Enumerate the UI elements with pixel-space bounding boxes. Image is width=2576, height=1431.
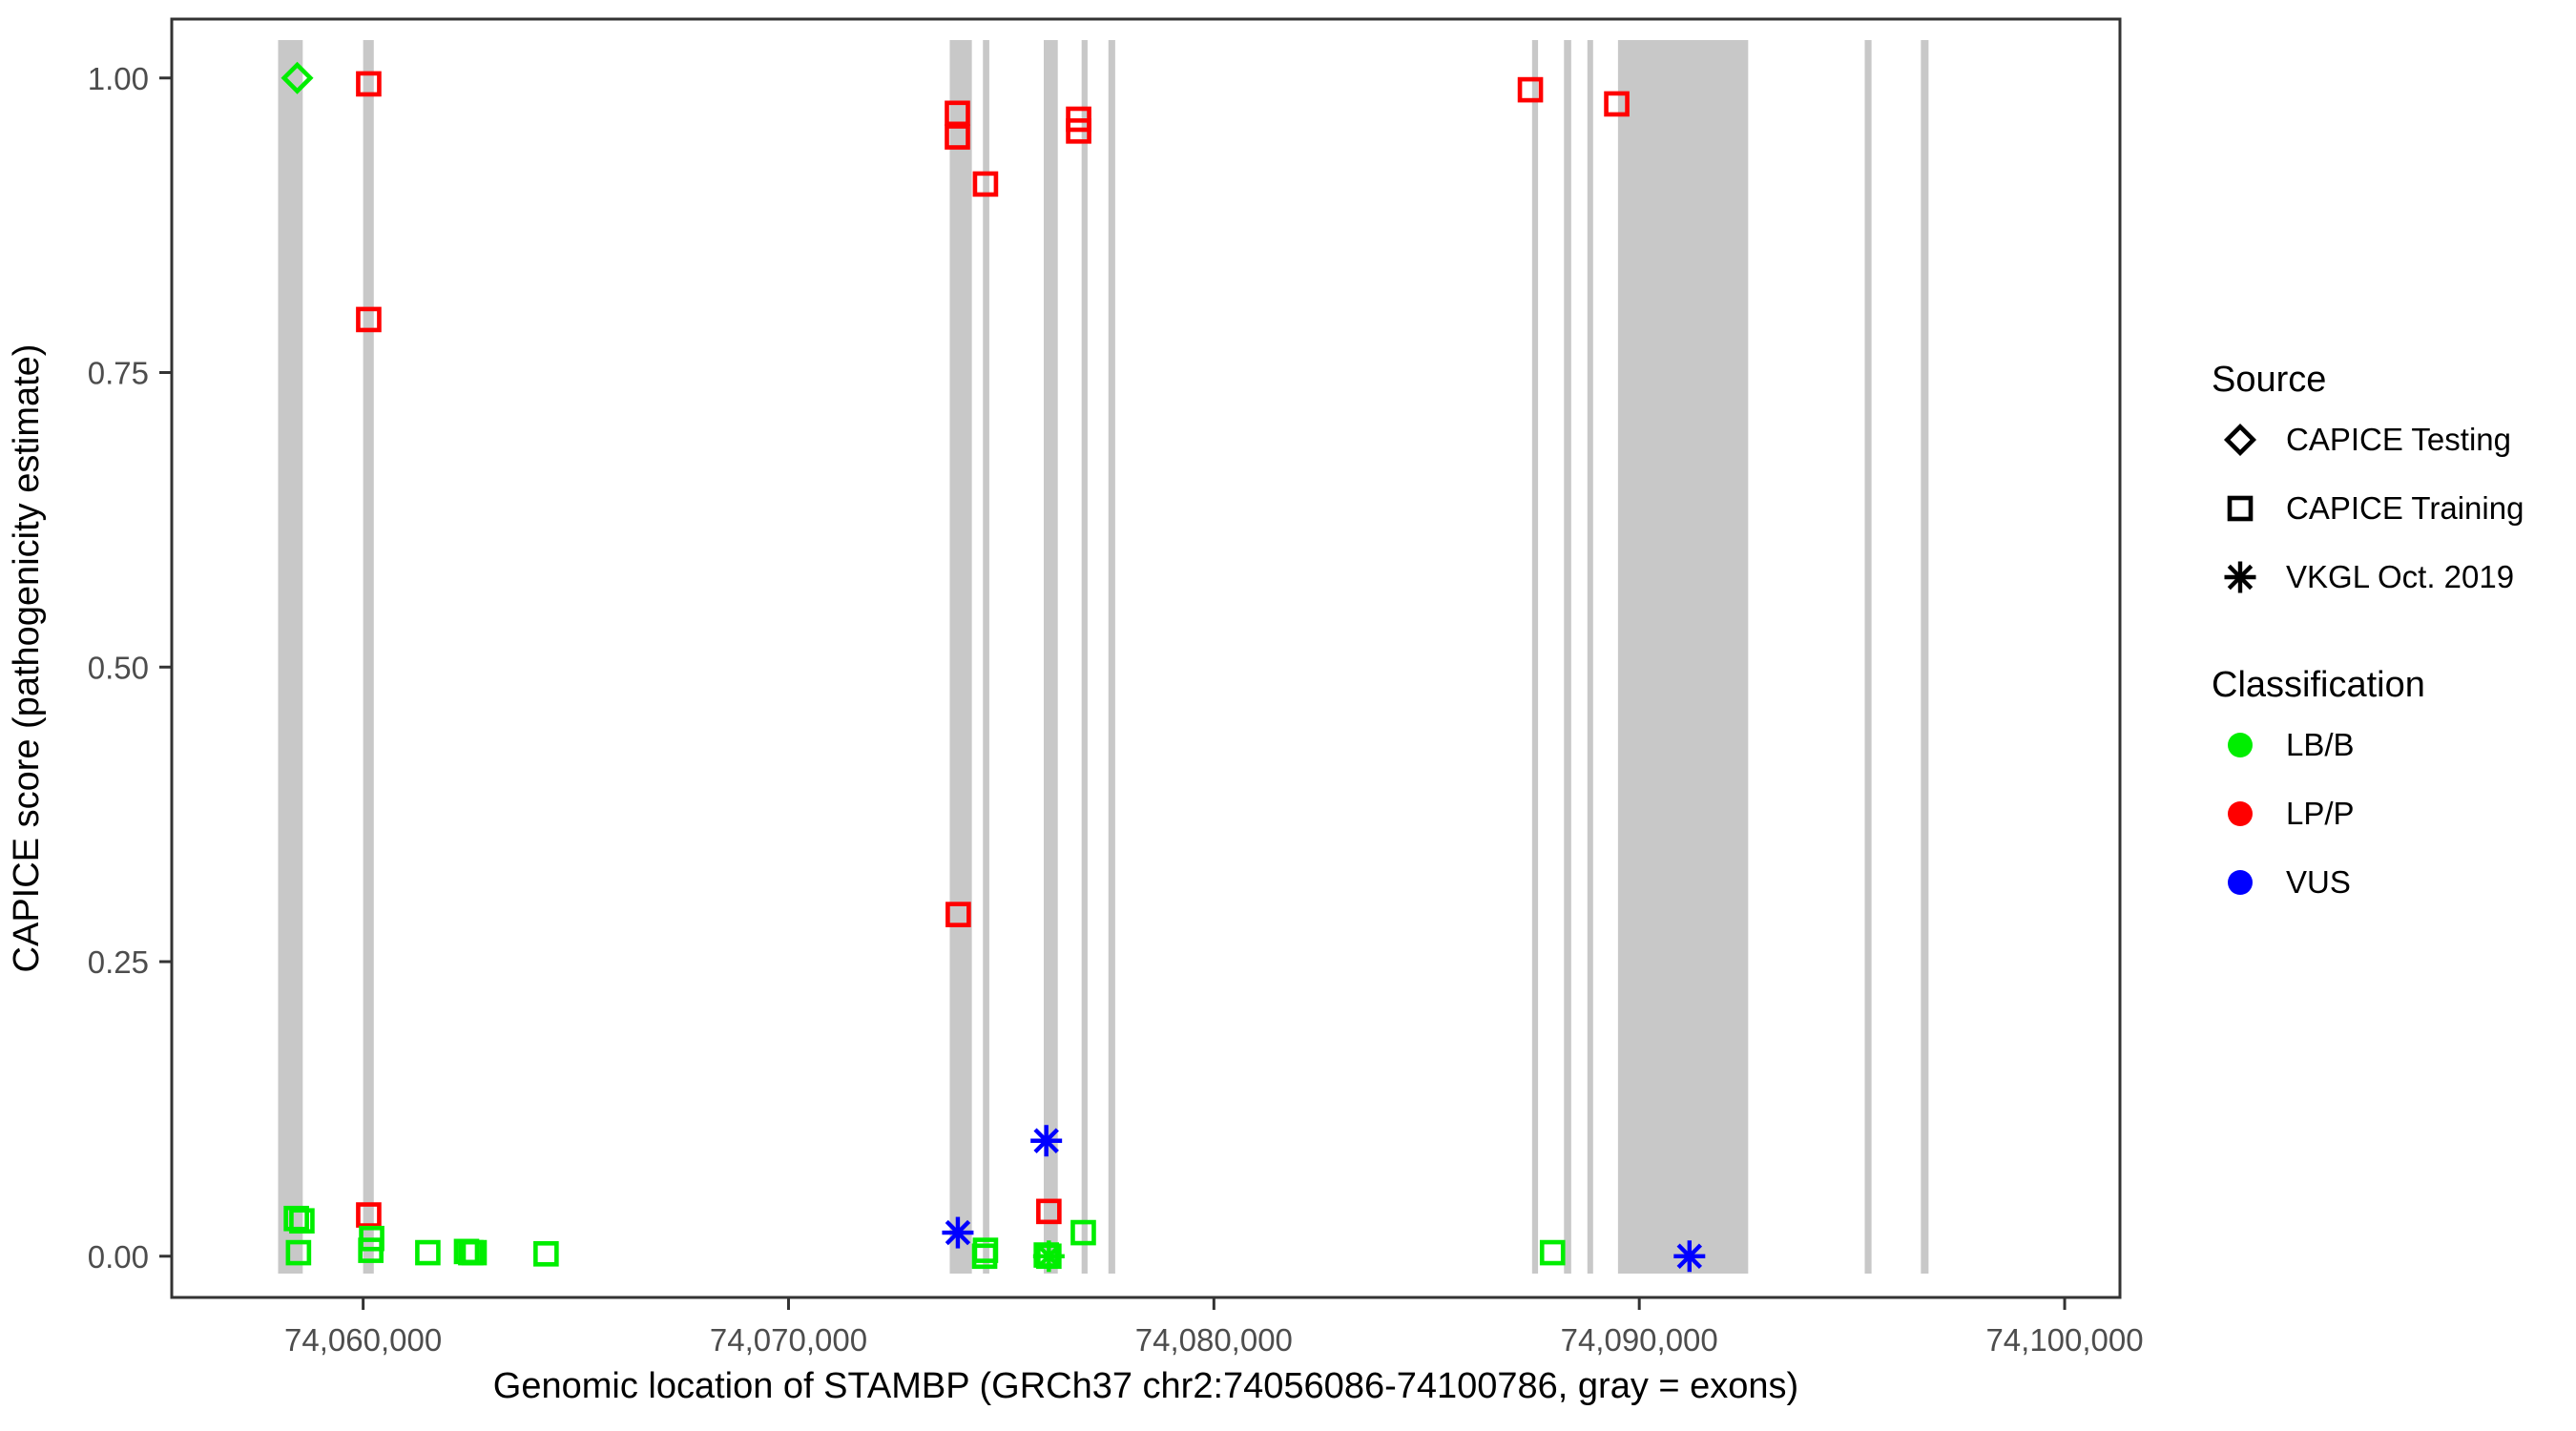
data-point-marker	[1517, 76, 1544, 103]
legend-marker-square-icon	[2227, 495, 2254, 522]
series-group	[280, 61, 314, 94]
data-point-marker	[972, 171, 999, 197]
data-point-marker	[942, 1216, 974, 1249]
exon-band	[1081, 40, 1088, 1274]
y-tick-label: 0.50	[88, 650, 149, 685]
data-point-marker	[945, 100, 970, 127]
data-point-marker	[283, 1205, 309, 1232]
data-point-marker	[356, 1202, 382, 1228]
data-point-marker	[356, 71, 382, 97]
exon-band	[1864, 40, 1872, 1274]
data-point-marker	[356, 306, 382, 333]
x-tick-label: 74,080,000	[1135, 1322, 1293, 1358]
data-points	[280, 61, 1706, 1273]
plot-panel-border	[170, 17, 2122, 1299]
legend-item-label: CAPICE Training	[2286, 490, 2524, 526]
exon-band	[1921, 40, 1929, 1274]
exon-band	[1108, 40, 1115, 1274]
exon-band	[949, 40, 972, 1274]
data-point-marker	[1066, 118, 1091, 144]
series-group	[1032, 1240, 1065, 1273]
data-point-marker	[461, 1239, 488, 1266]
exon-band	[1531, 40, 1539, 1274]
legend-marker-asterisk-icon	[2224, 561, 2256, 593]
data-point-marker	[358, 1237, 384, 1263]
legend-group: Source CAPICE Testing CAPICE Training VKGL …	[2212, 360, 2524, 900]
y-tick-label: 1.00	[88, 61, 149, 96]
data-point-marker	[533, 1240, 559, 1267]
exon-band	[363, 40, 374, 1274]
x-tick-label: 74,090,000	[1561, 1322, 1718, 1358]
legend-title: Classification	[2212, 665, 2425, 705]
x-axis-ticks: 74,060,000 74,070,000 74,080,000 74,090,000…	[284, 1297, 2144, 1358]
exon-band	[1564, 40, 1571, 1274]
y-tick-label: 0.75	[88, 356, 149, 391]
legend-item-label: CAPICE Testing	[2286, 422, 2511, 457]
data-point-marker	[289, 1208, 315, 1234]
y-tick-label: 0.25	[88, 944, 149, 980]
x-tick-label: 74,100,000	[1985, 1322, 2143, 1358]
legend-item-label: LB/B	[2286, 727, 2355, 762]
legend-marker-circle-icon	[2228, 801, 2253, 826]
exon-band	[1587, 40, 1593, 1274]
data-point-marker	[1036, 1198, 1062, 1225]
x-tick-label: 74,070,000	[710, 1322, 867, 1358]
legend-marker-circle-icon	[2228, 733, 2253, 757]
data-point-marker	[1604, 91, 1630, 117]
data-point-marker	[285, 1239, 312, 1266]
data-point-marker	[1030, 1125, 1063, 1157]
exon-bands	[278, 40, 1929, 1274]
exon-band	[1617, 40, 1749, 1274]
data-point-marker	[1070, 1219, 1096, 1246]
exon-band	[983, 40, 989, 1274]
data-point-marker	[945, 124, 970, 150]
y-axis-ticks: 0.00 0.25 0.50 0.75 1.00	[88, 61, 172, 1275]
data-point-marker	[415, 1239, 441, 1266]
legend-marker-diamond-icon	[2223, 423, 2257, 457]
data-point-marker	[1032, 1240, 1065, 1273]
data-point-marker	[971, 1243, 998, 1270]
legend-marker-circle-icon	[2228, 870, 2253, 895]
legend-item-label: VUS	[2286, 864, 2351, 900]
x-axis-title: Genomic location of STAMBP (GRCh37 chr2:…	[493, 1366, 1798, 1406]
series-group	[942, 1125, 1706, 1273]
y-axis-title: CAPICE score (pathogenicity estimate)	[7, 344, 47, 973]
data-point-marker	[280, 61, 314, 94]
series-group	[356, 71, 1630, 1228]
exon-band	[278, 40, 303, 1274]
legend-item-label: LP/P	[2286, 796, 2355, 831]
data-point-marker	[1539, 1239, 1566, 1266]
data-point-marker	[945, 902, 971, 927]
legend-title: Source	[2212, 360, 2326, 400]
exon-band	[1043, 40, 1058, 1274]
legend-item-label: VKGL Oct. 2019	[2286, 559, 2514, 594]
x-tick-label: 74,060,000	[284, 1322, 442, 1358]
y-tick-label: 0.00	[88, 1239, 149, 1275]
data-point-marker	[1673, 1240, 1706, 1273]
